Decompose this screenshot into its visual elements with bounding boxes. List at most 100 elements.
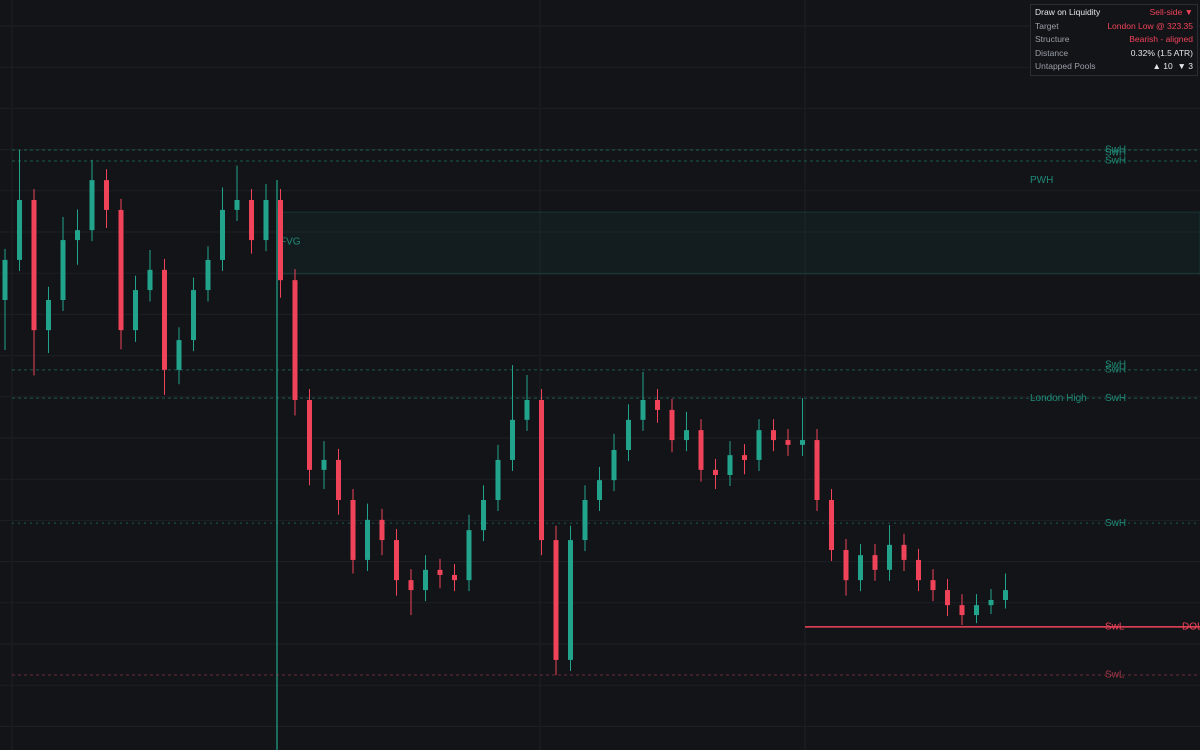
candle-body (553, 540, 559, 660)
candle-body (843, 550, 849, 581)
candle-body (742, 455, 747, 460)
candle-body (872, 555, 878, 570)
candle-body (191, 290, 196, 341)
candle-body (582, 500, 588, 541)
info-panel: Draw on Liquidity Sell-side ▼ Target London… (1030, 4, 1198, 76)
candle-body (249, 200, 254, 241)
candle-body (698, 430, 704, 470)
panel-key: Target (1035, 20, 1059, 31)
panel-row: Untapped Pools ▲ 10 ▼ 3 (1031, 60, 1197, 74)
candle-body (205, 259, 211, 291)
candle-body (118, 209, 124, 331)
candle-body (89, 180, 95, 231)
candle-body (408, 580, 414, 591)
candle-body (800, 440, 805, 445)
candle-body (481, 500, 486, 531)
panel-row: Distance 0.32% (1.5 ATR) (1031, 47, 1197, 61)
candle-body (684, 430, 689, 441)
candle-body (423, 569, 428, 591)
panel-key: Structure (1035, 34, 1070, 44)
candle-body (669, 409, 675, 441)
level-label: SwH (1105, 145, 1126, 156)
candle-body (901, 544, 907, 560)
panel-key: Untapped Pools (1035, 61, 1096, 71)
candle-body (263, 200, 269, 241)
panel-row: Target London Low @ 323.35 (1031, 20, 1197, 34)
candle-body (466, 530, 472, 581)
candle-body (75, 230, 80, 241)
candle-body (539, 400, 544, 541)
candle-body (176, 340, 182, 370)
candle-body (611, 450, 617, 481)
candle-body (510, 419, 515, 460)
candle-body (147, 269, 153, 291)
candle-body (756, 430, 762, 460)
level-label: SwH (1105, 360, 1126, 371)
candle-body (640, 400, 646, 420)
candle-body (930, 580, 936, 591)
candle-body (2, 259, 8, 300)
candle-body (437, 569, 443, 575)
candle-body (60, 240, 66, 300)
annotation-label: London High (1030, 393, 1087, 404)
candle-body (394, 540, 399, 581)
candle-body (321, 459, 327, 470)
level-label: SwL (1105, 621, 1125, 632)
panel-value: Bearish - aligned (1129, 34, 1193, 44)
candle-body (945, 590, 950, 606)
candle-body (220, 209, 225, 260)
panel-value: London Low @ 323.35 (1107, 20, 1193, 31)
candle-body (568, 540, 573, 660)
candle-body (31, 200, 37, 331)
panel-key: Draw on Liquidity (1035, 7, 1101, 17)
candle-body (887, 544, 892, 570)
candle-body (988, 600, 994, 606)
candle-body (162, 269, 167, 370)
candle-body (974, 605, 979, 616)
candle-body (626, 419, 631, 450)
candle-body (727, 455, 733, 475)
level-label: SwH (1105, 364, 1126, 375)
candle-body (350, 500, 356, 560)
panel-value: 0.32% (1.5 ATR) (1130, 47, 1193, 58)
panel-value: Sell-side ▼ (1149, 7, 1193, 17)
candle-body (597, 480, 602, 500)
annotation-label: PWH (1030, 175, 1053, 186)
level-label: SwH (1105, 156, 1126, 167)
candle-body (858, 555, 863, 581)
candle-body (46, 300, 51, 331)
zone-label: FVG (280, 237, 301, 248)
candle-body (814, 440, 820, 500)
annotation-label: DOL (1182, 621, 1200, 632)
panel-row: Draw on Liquidity Sell-side ▼ (1031, 6, 1197, 20)
candle-body (524, 400, 530, 420)
candle-body (234, 200, 240, 210)
candle-body (452, 575, 457, 581)
panel-key: Distance (1035, 47, 1069, 58)
candle-body (336, 459, 341, 500)
candle-body (307, 400, 312, 470)
candle-body (771, 430, 776, 441)
candle-body (1003, 590, 1008, 600)
candle-body (959, 605, 965, 616)
candle-body (292, 280, 298, 400)
level-label: SwH (1105, 148, 1126, 159)
level-label: SwL (1105, 670, 1125, 681)
candle-body (916, 559, 921, 581)
fvg-zone (276, 211, 1200, 275)
candle-body (365, 519, 370, 560)
level-label: SwH (1105, 518, 1126, 529)
candle-body (829, 500, 834, 550)
candle-body (379, 519, 385, 541)
panel-row: Structure Bearish - aligned (1031, 33, 1197, 47)
candle-body (104, 180, 109, 210)
level-label: SwH (1105, 393, 1126, 404)
panel-value: ▲ 10 ▼ 3 (1152, 61, 1193, 71)
candle-body (655, 400, 660, 410)
candle-body (785, 440, 791, 445)
candle-body (713, 469, 718, 475)
candle-body (17, 200, 22, 260)
